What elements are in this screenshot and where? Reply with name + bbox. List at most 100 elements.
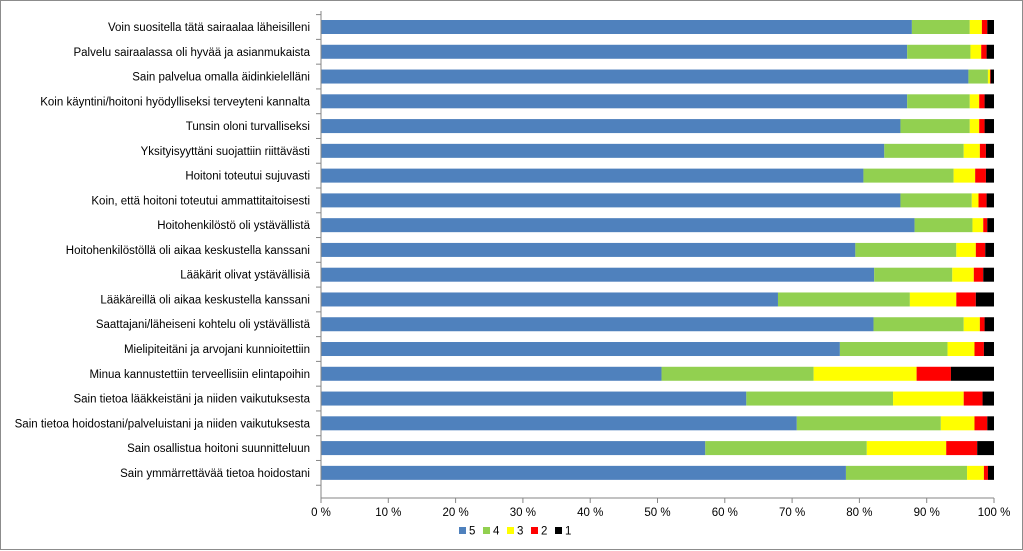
- legend-swatch-1: [555, 527, 562, 534]
- bar-segment-1: [983, 267, 994, 282]
- bar-segment-4: [777, 292, 910, 307]
- bar-segment-3: [969, 20, 982, 34]
- bar-segment-3: [967, 465, 984, 480]
- bar-segment-3: [972, 218, 984, 233]
- legend-label: 5: [469, 526, 475, 538]
- category-label: Koin, että hoitoni toteutui ammattitaito…: [91, 195, 310, 207]
- bar-segment-4: [914, 218, 973, 233]
- bar-segment-5: [321, 168, 864, 183]
- bar-segment-1: [982, 391, 994, 406]
- bar-segment-1: [986, 44, 994, 59]
- bar-segment-1: [984, 119, 994, 134]
- category-label: Yksityisyyttäni suojattiin riittävästi: [141, 146, 310, 158]
- bar-segment-5: [321, 267, 875, 282]
- legend-label: 4: [493, 526, 500, 538]
- bar-segment-5: [321, 441, 706, 456]
- category-label: Sain tietoa hoidostani/palveluistani ja …: [15, 418, 311, 430]
- category-label: Lääkäreillä oli aikaa keskustella kanssa…: [100, 294, 310, 306]
- bar-segment-4: [900, 119, 970, 134]
- bar-segment-1: [990, 69, 994, 84]
- x-tick-label: 10 %: [375, 507, 401, 519]
- bar-segment-1: [986, 193, 994, 208]
- bar-segment-3: [963, 317, 980, 332]
- bar-segment-2: [979, 119, 985, 134]
- legend-swatch-2: [531, 527, 538, 534]
- legend-label: 3: [517, 526, 523, 538]
- bar-segment-5: [321, 218, 915, 233]
- bar-segment-5: [321, 193, 901, 208]
- bar-segment-1: [987, 416, 994, 431]
- bar-segment-3: [969, 94, 980, 109]
- bar-segment-1: [977, 441, 994, 456]
- bar-segment-3: [969, 119, 980, 134]
- bar-segment-3: [953, 168, 976, 183]
- bar-segment-4: [884, 143, 964, 158]
- x-tick-label: 50 %: [644, 507, 670, 519]
- bar-segment-3: [940, 416, 975, 431]
- bar-segment-2: [975, 168, 986, 183]
- bar-segment-2: [956, 292, 976, 307]
- bar-segment-1: [985, 242, 994, 257]
- bar-segment-5: [321, 416, 797, 431]
- x-tick-label: 20 %: [442, 507, 468, 519]
- bar-segment-5: [321, 366, 662, 381]
- bar-segment-4: [845, 465, 968, 480]
- legend: 5 4 3 2 1: [459, 526, 571, 538]
- bar-segment-3: [866, 441, 947, 456]
- bar-segment-4: [705, 441, 867, 456]
- bar-segment-5: [321, 44, 908, 59]
- category-label: Sain palvelua omalla äidinkielelläni: [132, 72, 310, 84]
- x-tick-label: 0 %: [311, 507, 331, 519]
- category-label: Minua kannustettiin terveellisiin elinta…: [89, 369, 310, 381]
- bar-segment-4: [900, 193, 972, 208]
- bar-segment-3: [893, 391, 964, 406]
- bar-segment-5: [321, 119, 901, 134]
- bar-segment-5: [321, 342, 840, 357]
- bar-segment-5: [321, 69, 969, 84]
- bar-segment-5: [321, 143, 885, 158]
- bar-segment-3: [952, 267, 974, 282]
- category-label: Voin suositella tätä sairaalaa läheisill…: [108, 22, 310, 34]
- bars-group: [321, 20, 994, 480]
- bar-segment-3: [971, 193, 979, 208]
- x-tick-label: 40 %: [577, 507, 603, 519]
- bar-segment-5: [321, 242, 856, 257]
- category-label: Sain osallistua hoitoni suunnitteluun: [127, 443, 310, 455]
- x-tick-label: 70 %: [779, 507, 805, 519]
- bar-segment-2: [983, 218, 988, 233]
- bar-segment-1: [975, 292, 994, 307]
- x-tick-label: 100 %: [978, 507, 1011, 519]
- bar-segment-2: [979, 94, 985, 109]
- bar-segment-5: [321, 20, 912, 34]
- bar-segment-2: [946, 441, 978, 456]
- bar-segment-2: [916, 366, 951, 381]
- bar-segment-4: [873, 317, 964, 332]
- bar-segment-2: [963, 391, 983, 406]
- bar-segment-1: [987, 465, 994, 480]
- category-label: Hoitohenkilöstö oli ystävällistä: [157, 220, 310, 232]
- bar-segment-1: [985, 168, 994, 183]
- category-label: Tunsin oloni turvalliseksi: [186, 121, 310, 133]
- bar-segment-4: [839, 342, 948, 357]
- bar-segment-3: [813, 366, 917, 381]
- bar-segment-1: [950, 366, 994, 381]
- legend-swatch-4: [483, 527, 490, 534]
- legend-swatch-3: [507, 527, 514, 534]
- bar-segment-3: [970, 44, 982, 59]
- bar-segment-4: [863, 168, 954, 183]
- bar-segment-2: [979, 317, 985, 332]
- bar-segment-3: [947, 342, 975, 357]
- category-label: Hoitohenkilöstöllä oli aikaa keskustella…: [66, 245, 310, 257]
- x-tick-label: 80 %: [846, 507, 872, 519]
- bar-segment-4: [907, 44, 971, 59]
- bar-segment-4: [874, 267, 953, 282]
- bar-segment-2: [981, 44, 987, 59]
- x-axis-ticks: 0 % 10 % 20 % 30 % 40 % 50 % 60 % 70 % 80 % 90 % 1…: [311, 498, 1010, 519]
- category-label: Sain ymmärrettävää tietoa hoidostani: [120, 468, 310, 480]
- bar-segment-2: [974, 416, 988, 431]
- bar-segment-1: [983, 342, 994, 357]
- bar-segment-2: [989, 69, 991, 84]
- bar-segment-4: [796, 416, 941, 431]
- bar-segment-1: [985, 143, 994, 158]
